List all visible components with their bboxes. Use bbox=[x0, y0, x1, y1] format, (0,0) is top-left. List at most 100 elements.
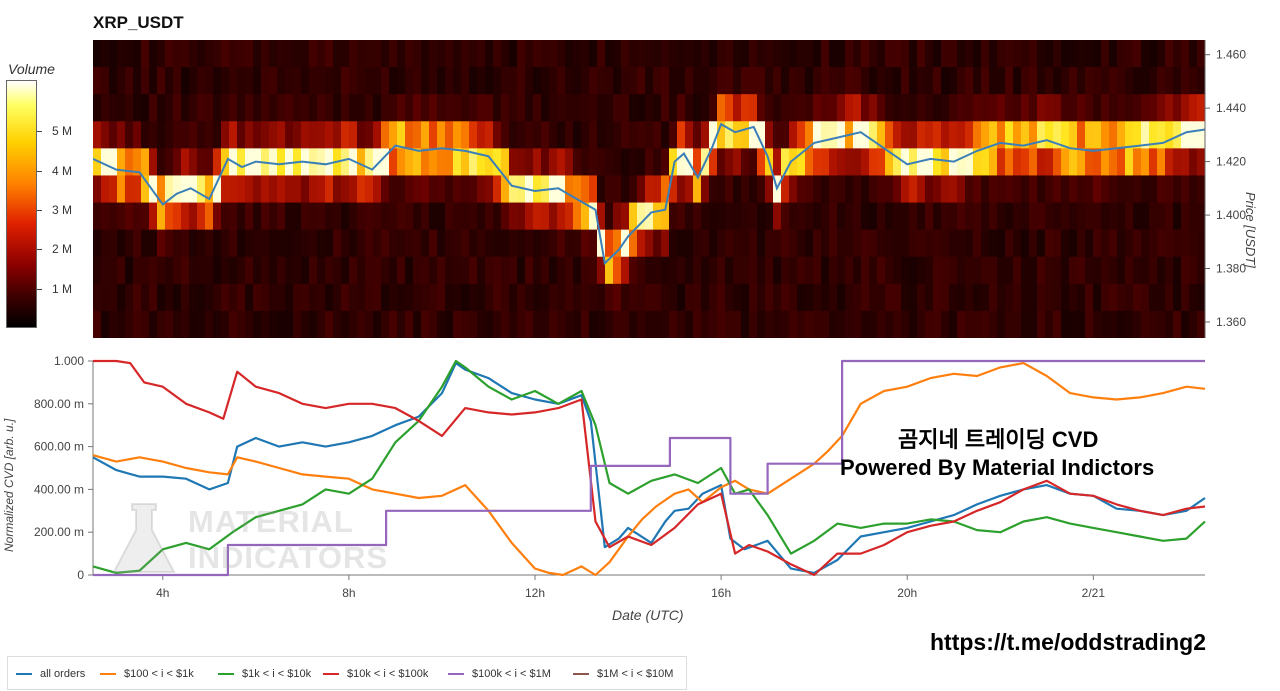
heatmap-cell bbox=[1037, 256, 1046, 285]
heatmap-cell bbox=[541, 40, 550, 68]
heatmap-cell bbox=[1069, 175, 1078, 204]
heatmap-cell bbox=[1109, 175, 1118, 204]
heatmap-cell bbox=[997, 256, 1006, 285]
heatmap-cell bbox=[997, 229, 1006, 258]
heatmap-cell bbox=[1037, 229, 1046, 258]
heatmap-cell bbox=[453, 202, 462, 231]
heatmap-cell bbox=[261, 40, 270, 68]
heatmap-cell bbox=[485, 121, 494, 149]
heatmap-cell bbox=[869, 94, 878, 122]
heatmap-cell bbox=[117, 67, 126, 95]
legend-item[interactable]: all orders bbox=[16, 668, 85, 680]
heatmap-cell bbox=[509, 148, 518, 177]
heatmap-cell bbox=[853, 202, 862, 231]
heatmap-cell bbox=[389, 121, 398, 149]
heatmap-cell bbox=[869, 283, 878, 312]
heatmap-cell bbox=[189, 202, 198, 231]
heatmap-cell bbox=[125, 121, 134, 149]
heatmap-cell bbox=[781, 40, 790, 68]
heatmap-cell bbox=[461, 202, 470, 231]
heatmap-cell bbox=[1189, 94, 1198, 122]
heatmap-cell bbox=[573, 40, 582, 68]
heatmap-cell bbox=[421, 148, 430, 177]
heatmap-cell bbox=[605, 256, 614, 285]
heatmap-cell bbox=[901, 121, 910, 149]
heatmap-cell bbox=[317, 175, 326, 204]
heatmap-cell bbox=[1141, 121, 1150, 149]
heatmap-cell bbox=[1133, 283, 1142, 312]
heatmap-cell bbox=[773, 256, 782, 285]
heatmap-cell bbox=[1125, 310, 1134, 338]
heatmap-cell bbox=[565, 148, 574, 177]
heatmap-cell bbox=[317, 67, 326, 95]
heatmap-cell bbox=[341, 175, 350, 204]
heatmap-cell bbox=[973, 310, 982, 338]
heatmap-cell bbox=[1085, 256, 1094, 285]
heatmap-cell bbox=[493, 67, 502, 95]
legend-swatch bbox=[323, 673, 339, 676]
heatmap-cell bbox=[541, 94, 550, 122]
heatmap-cell bbox=[405, 256, 414, 285]
legend-item[interactable]: $1M < i < $10M bbox=[573, 668, 673, 680]
heatmap-cell bbox=[445, 310, 454, 338]
heatmap-cell bbox=[933, 310, 942, 338]
heatmap-cell bbox=[573, 256, 582, 285]
heatmap-cell bbox=[429, 148, 438, 177]
legend-item[interactable]: $100k < i < $1M bbox=[448, 668, 551, 680]
heatmap-cell bbox=[765, 283, 774, 312]
heatmap-cell bbox=[1037, 148, 1046, 177]
heatmap-cell bbox=[1077, 229, 1086, 258]
heatmap-cell bbox=[1133, 256, 1142, 285]
heatmap-cell bbox=[765, 94, 774, 122]
heatmap-cell bbox=[909, 202, 918, 231]
heatmap-cell bbox=[613, 229, 622, 258]
heatmap-cell bbox=[893, 40, 902, 68]
heatmap-cell bbox=[829, 202, 838, 231]
legend-item[interactable]: $10k < i < $100k bbox=[323, 668, 428, 680]
heatmap-cell bbox=[469, 202, 478, 231]
legend-item[interactable]: $100 < i < $1k bbox=[100, 668, 194, 680]
heatmap-cell bbox=[629, 40, 638, 68]
heatmap-cell bbox=[373, 283, 382, 312]
heatmap-cell bbox=[549, 229, 558, 258]
heatmap-cell bbox=[869, 40, 878, 68]
heatmap-cell bbox=[1037, 121, 1046, 149]
heatmap-cell bbox=[885, 121, 894, 149]
heatmap-cell bbox=[1189, 256, 1198, 285]
heatmap-cell bbox=[493, 256, 502, 285]
heatmap-cell bbox=[437, 67, 446, 95]
heatmap-cell bbox=[253, 256, 262, 285]
legend-item[interactable]: $1k < i < $10k bbox=[218, 668, 311, 680]
heatmap-cell bbox=[1117, 283, 1126, 312]
heatmap-cell bbox=[1133, 67, 1142, 95]
heatmap-cell bbox=[925, 94, 934, 122]
heatmap-cell bbox=[509, 121, 518, 149]
heatmap-cell bbox=[421, 94, 430, 122]
heatmap-cell bbox=[501, 67, 510, 95]
heatmap-cell bbox=[957, 40, 966, 68]
heatmap-cell bbox=[1101, 148, 1110, 177]
heatmap-cell bbox=[805, 67, 814, 95]
heatmap-cell bbox=[973, 148, 982, 177]
heatmap-cell bbox=[405, 40, 414, 68]
heatmap-cell bbox=[973, 94, 982, 122]
heatmap-cell bbox=[565, 175, 574, 204]
heatmap-cell bbox=[677, 121, 686, 149]
heatmap-cell bbox=[845, 283, 854, 312]
heatmap-cell bbox=[165, 40, 174, 68]
heatmap-cell bbox=[1021, 175, 1030, 204]
heatmap-panel[interactable] bbox=[93, 40, 1205, 338]
heatmap-cell bbox=[613, 256, 622, 285]
heatmap-cell bbox=[965, 283, 974, 312]
heatmap-cell bbox=[453, 40, 462, 68]
telegram-link[interactable]: https://t.me/oddstrading2 bbox=[930, 629, 1206, 655]
heatmap-cell bbox=[501, 283, 510, 312]
heatmap-cell bbox=[1069, 40, 1078, 68]
heatmap-cell bbox=[613, 202, 622, 231]
heatmap-cell bbox=[149, 67, 158, 95]
heatmap-cell bbox=[301, 202, 310, 231]
heatmap-cell bbox=[653, 175, 662, 204]
heatmap-cell bbox=[949, 229, 958, 258]
heatmap-cell bbox=[293, 310, 302, 338]
